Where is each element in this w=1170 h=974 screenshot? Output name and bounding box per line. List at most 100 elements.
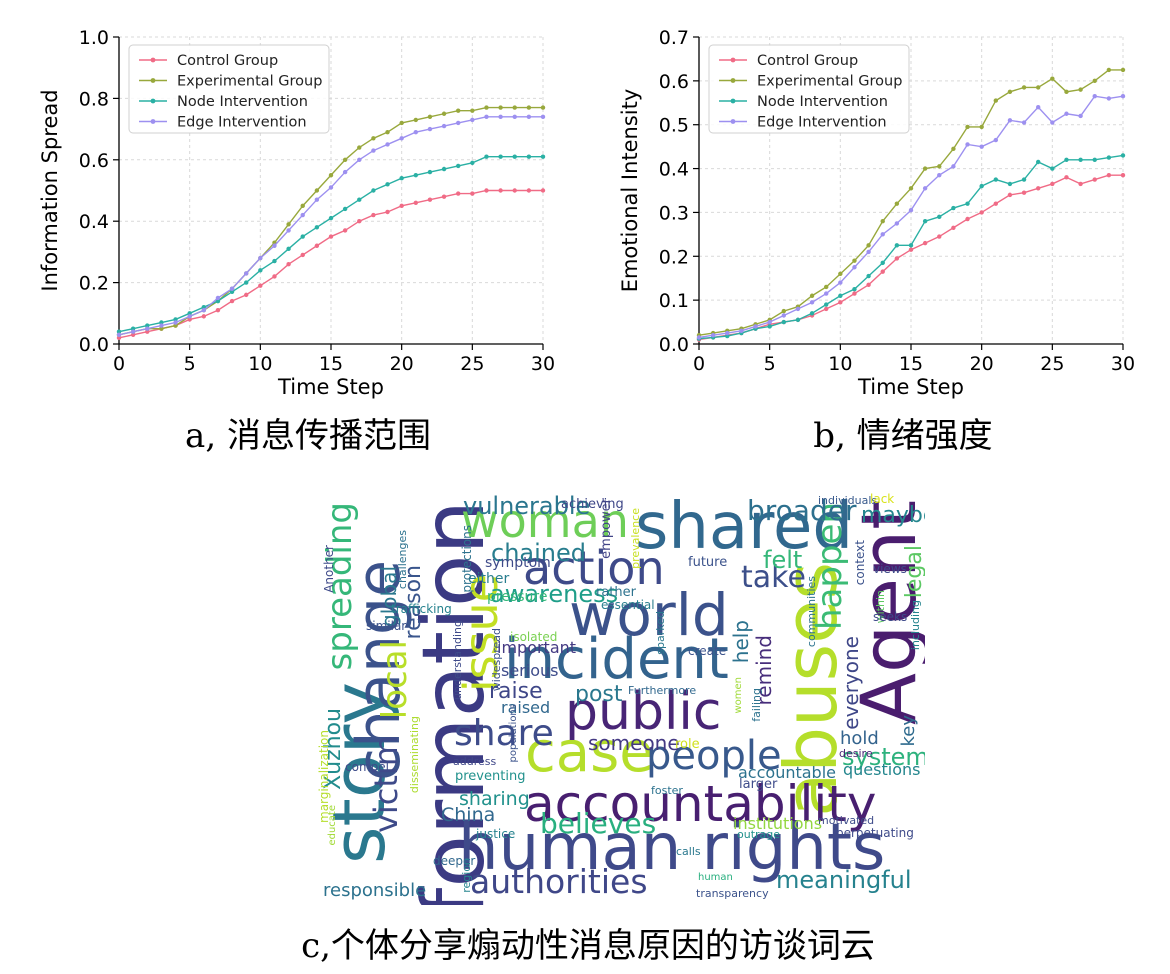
word-pressure: pressure: [487, 589, 548, 605]
data-point: [1106, 96, 1112, 101]
y-tick-label: 0.6: [659, 71, 689, 93]
word-take: take: [741, 560, 806, 595]
x-tick-label: 10: [248, 353, 272, 375]
data-point: [922, 219, 928, 224]
word-accountability: accountability: [524, 775, 877, 833]
data-point: [159, 320, 164, 325]
data-point: [795, 306, 801, 312]
legend-box: [708, 44, 910, 134]
word-empower: empower: [599, 498, 614, 559]
legend-marker: [730, 98, 736, 104]
data-point: [413, 172, 418, 178]
data-point: [753, 324, 758, 329]
word-victim: victim: [367, 735, 405, 834]
legend-entry: Control Group: [757, 53, 858, 69]
caption-c: c,个体分享煽动性消息原因的访谈词云: [301, 926, 875, 966]
word-justice: justice: [476, 827, 516, 841]
word-shared: shared: [635, 490, 854, 564]
data-point: [894, 243, 900, 248]
word-achieving: achieving: [561, 497, 624, 512]
legend-entry: Node Intervention: [177, 94, 308, 110]
word-isolated: isolated: [510, 630, 558, 644]
word-case: case: [525, 720, 654, 785]
data-point: [427, 114, 433, 120]
data-point: [1120, 172, 1126, 178]
word-address: address: [453, 755, 497, 768]
word-felt: felt: [763, 546, 803, 574]
data-point: [385, 142, 390, 147]
word-everyone: everyone: [839, 636, 863, 730]
data-point: [498, 188, 503, 193]
chart-emotional-intensity: 0 5 10 15 20 25 30 0.0 0.1 0.2 0.3 0.4 0.5 0.6 0.7 Time…: [618, 27, 1135, 399]
data-point: [1007, 181, 1013, 187]
word-someone: someone: [588, 731, 680, 755]
word-lack: lack: [870, 492, 895, 506]
data-point: [173, 317, 178, 322]
data-point: [922, 240, 928, 246]
data-point: [130, 329, 136, 334]
word-accountable: accountable: [738, 763, 836, 782]
data-point: [526, 114, 532, 120]
data-point: [470, 108, 475, 113]
data-point: [908, 208, 914, 213]
data-point: [1120, 94, 1126, 99]
data-point: [951, 205, 956, 211]
y-tick-label: 0.8: [79, 88, 109, 110]
data-point: [1106, 67, 1112, 73]
data-point: [540, 105, 546, 110]
word-larger: larger: [739, 777, 778, 792]
data-point: [767, 319, 772, 325]
word-china: China: [441, 804, 496, 826]
data-point: [979, 144, 984, 149]
word-seeks: seeks: [873, 610, 908, 624]
data-point: [328, 215, 334, 221]
data-point: [1064, 175, 1069, 180]
legend-marker: [730, 119, 736, 124]
word-legal: legal: [902, 545, 925, 599]
data-point: [908, 247, 914, 252]
data-point: [201, 314, 206, 319]
data-point: [173, 320, 178, 325]
data-point: [130, 326, 136, 331]
data-point: [1064, 89, 1069, 95]
data-point: [215, 295, 221, 301]
x-tick-label: 5: [184, 353, 196, 375]
data-point: [526, 188, 532, 193]
data-point: [965, 201, 970, 206]
y-tick-label: 0.7: [659, 27, 689, 49]
x-tick-label: 20: [970, 353, 994, 375]
word-rather: rather: [596, 585, 636, 600]
legend-marker: [150, 119, 156, 124]
legend-marker: [730, 57, 736, 63]
data-point: [456, 191, 461, 196]
data-point: [314, 225, 320, 230]
data-point: [215, 298, 221, 304]
data-point: [866, 282, 871, 287]
data-point: [838, 280, 843, 285]
data-point: [1050, 181, 1055, 187]
data-point: [498, 154, 503, 159]
legend-marker: [150, 57, 156, 63]
data-point: [908, 243, 914, 248]
data-point: [399, 203, 404, 209]
data-point: [781, 308, 786, 314]
word-trafficking: trafficking: [391, 602, 452, 616]
word-communities: communities: [805, 576, 818, 648]
data-point: [824, 306, 829, 312]
data-point: [852, 286, 857, 292]
word-chained: chained: [491, 539, 586, 567]
data-point: [1036, 85, 1041, 90]
word-outrage: outrage: [737, 828, 781, 841]
data-point: [993, 98, 998, 103]
data-point: [937, 214, 942, 220]
word-sharing: sharing: [459, 788, 530, 810]
word-including: including: [909, 600, 922, 651]
data-point: [809, 311, 815, 316]
data-point: [951, 164, 956, 169]
data-point: [314, 243, 320, 248]
data-point: [427, 197, 433, 202]
data-point: [993, 177, 998, 182]
data-point: [710, 333, 716, 338]
data-point: [441, 111, 447, 116]
data-point: [441, 194, 447, 199]
